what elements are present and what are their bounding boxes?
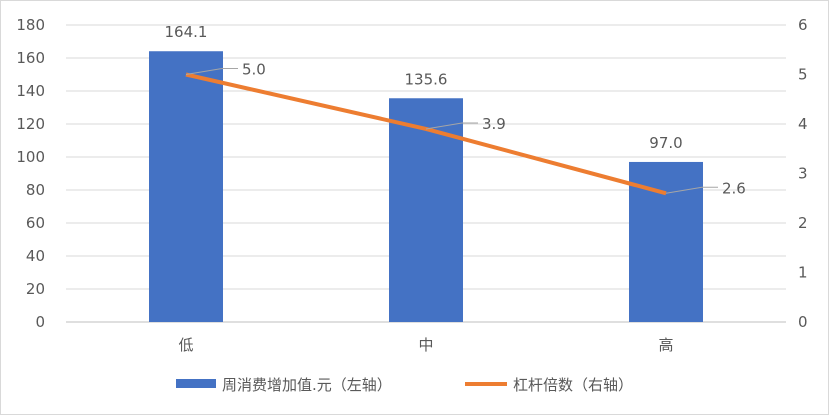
right-axis-tick-label: 4 bbox=[798, 115, 808, 133]
bar-data-label: 97.0 bbox=[649, 134, 682, 152]
line-data-label: 3.9 bbox=[482, 115, 506, 133]
leader-line bbox=[665, 186, 718, 194]
left-axis-tick-label: 140 bbox=[16, 82, 45, 100]
left-axis-tick-label: 0 bbox=[35, 313, 45, 331]
right-axis-tick-label: 5 bbox=[798, 66, 808, 84]
left-axis-tick-label: 40 bbox=[26, 247, 45, 265]
left-axis-tick-label: 100 bbox=[16, 148, 45, 166]
right-axis-tick-label: 6 bbox=[798, 16, 808, 34]
left-axis-tick-label: 60 bbox=[26, 214, 45, 232]
left-axis-tick-label: 160 bbox=[16, 49, 45, 67]
leader-line bbox=[185, 68, 238, 75]
bar bbox=[149, 51, 223, 323]
category-label: 高 bbox=[658, 336, 673, 354]
bar-data-label: 164.1 bbox=[165, 23, 208, 41]
left-axis-tick-label: 180 bbox=[16, 16, 45, 34]
right-axis-tick-label: 3 bbox=[798, 165, 808, 183]
right-axis-tick-label: 0 bbox=[798, 313, 808, 331]
line-data-label: 2.6 bbox=[722, 179, 746, 197]
left-axis-tick-label: 120 bbox=[16, 115, 45, 133]
leader-line bbox=[425, 122, 478, 130]
right-axis-tick-label: 1 bbox=[798, 264, 808, 282]
legend-bar-label: 周消费增加值.元（左轴） bbox=[222, 376, 392, 394]
left-axis-tick-label: 20 bbox=[26, 280, 45, 298]
right-axis-tick-label: 2 bbox=[798, 214, 808, 232]
category-label: 中 bbox=[418, 336, 433, 354]
legend-bar-swatch bbox=[176, 379, 216, 388]
line-data-label: 5.0 bbox=[242, 61, 266, 79]
bar bbox=[389, 98, 463, 322]
bar-data-label: 135.6 bbox=[405, 70, 448, 88]
category-label: 低 bbox=[178, 336, 193, 354]
left-axis-tick-label: 80 bbox=[26, 181, 45, 199]
legend-line-label: 杠杆倍数（右轴） bbox=[513, 376, 633, 394]
